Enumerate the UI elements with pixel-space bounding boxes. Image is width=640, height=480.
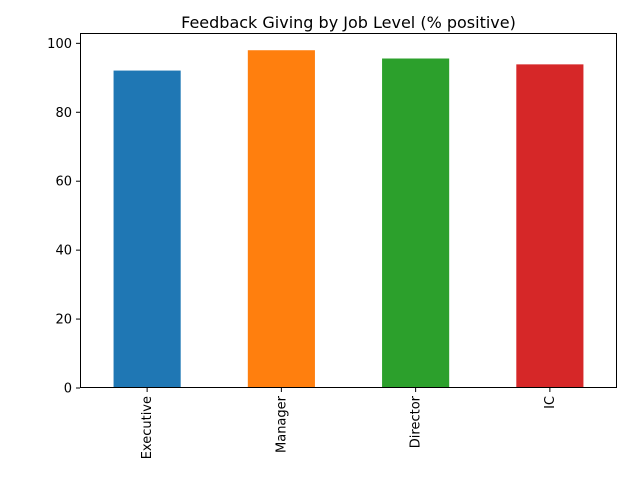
bar-ic: [516, 64, 584, 388]
bars-group: [113, 50, 584, 389]
bar-director: [382, 58, 450, 389]
y-tick-label: 20: [55, 313, 72, 328]
plot-frame: [80, 33, 617, 388]
y-tick-label: 40: [55, 244, 72, 259]
y-tick-label: 80: [55, 106, 72, 121]
y-axis: 0 20 40 60 80 100: [47, 37, 80, 397]
x-tick-label: Manager: [274, 395, 289, 453]
x-tick-label: Executive: [140, 396, 155, 459]
y-tick-label: 0: [64, 382, 72, 397]
y-tick-label: 60: [55, 175, 72, 190]
bar-executive: [113, 70, 181, 388]
x-axis: Executive Manager Director IC: [140, 388, 558, 459]
x-tick-label: Director: [409, 395, 424, 448]
bar-manager: [247, 50, 315, 389]
x-tick-label: IC: [543, 396, 558, 409]
chart-title: Feedback Giving by Job Level (% positive…: [181, 13, 516, 32]
y-tick-label: 100: [47, 37, 72, 52]
